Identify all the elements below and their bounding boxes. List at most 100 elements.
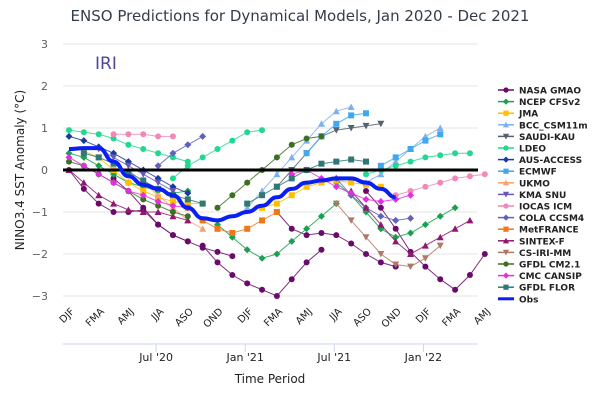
point-marker: [154, 198, 162, 205]
point-marker: [244, 225, 251, 232]
y-tick-label: 3: [41, 38, 48, 51]
legend-item: Obs: [498, 295, 538, 305]
point-marker: [303, 259, 310, 266]
point-marker: [80, 137, 88, 145]
point-marker: [259, 217, 266, 224]
point-marker: [436, 233, 444, 241]
observed-series: [68, 146, 396, 223]
point-marker: [466, 216, 474, 224]
point-marker: [169, 154, 176, 161]
point-marker: [348, 156, 355, 163]
point-marker: [377, 120, 385, 128]
forecast-line: [363, 188, 488, 293]
forecast-line: [154, 132, 207, 170]
point-marker: [502, 98, 510, 105]
forecast-path: [365, 127, 441, 184]
point-marker: [184, 213, 191, 220]
point-marker: [392, 162, 399, 169]
legend-item: BCC_CSM11m: [498, 121, 588, 131]
point-marker: [502, 121, 510, 128]
point-marker: [481, 251, 488, 257]
point-marker: [377, 259, 384, 266]
point-marker: [452, 175, 459, 182]
forecast-path: [335, 203, 441, 268]
point-marker: [407, 188, 414, 194]
point-marker: [392, 154, 399, 161]
point-marker: [332, 107, 340, 115]
point-marker: [169, 232, 176, 239]
point-marker: [363, 251, 369, 257]
forecast-line: [214, 200, 340, 262]
x-date-label: Jan '21: [225, 351, 263, 364]
point-marker: [139, 171, 147, 178]
point-marker: [244, 280, 251, 287]
forecast-line: [66, 127, 191, 165]
point-marker: [259, 204, 266, 211]
y-tick-label: 2: [41, 80, 48, 93]
point-marker: [110, 209, 117, 215]
point-marker: [318, 179, 325, 186]
point-marker: [502, 179, 510, 186]
point-marker: [155, 133, 162, 140]
point-marker: [288, 192, 295, 199]
point-marker: [303, 183, 310, 190]
point-marker: [244, 179, 251, 186]
point-marker: [303, 232, 310, 239]
point-marker: [437, 152, 444, 159]
point-marker: [229, 230, 236, 236]
point-marker: [140, 204, 147, 211]
point-marker: [110, 175, 117, 182]
point-marker: [259, 286, 266, 293]
point-marker: [348, 112, 355, 119]
y-tick-label: 0: [41, 164, 48, 177]
point-marker: [347, 217, 355, 224]
forecast-line: [362, 124, 444, 186]
point-marker: [392, 261, 400, 268]
legend-item: KMA SNU: [498, 191, 566, 201]
point-marker: [347, 189, 355, 197]
point-marker: [199, 225, 207, 232]
point-marker: [95, 191, 103, 199]
iri-annotation: IRI: [95, 54, 117, 74]
point-marker: [110, 135, 117, 142]
point-marker: [169, 149, 177, 157]
point-marker: [288, 237, 296, 245]
point-marker: [214, 248, 221, 255]
point-marker: [169, 175, 176, 182]
point-marker: [244, 129, 251, 136]
point-marker: [273, 293, 280, 299]
point-marker: [348, 179, 355, 186]
point-marker: [154, 208, 162, 215]
legend-label: CMC CANSIP: [519, 272, 582, 282]
point-marker: [110, 131, 117, 138]
point-marker: [333, 158, 340, 165]
point-marker: [407, 214, 415, 222]
point-marker: [421, 242, 429, 249]
point-marker: [184, 216, 192, 224]
point-marker: [392, 158, 400, 165]
point-marker: [140, 146, 147, 152]
legend-label: MetFRANCE: [519, 226, 579, 236]
point-marker: [407, 263, 415, 271]
point-marker: [124, 162, 132, 170]
point-marker: [333, 120, 340, 127]
point-marker: [437, 131, 444, 138]
point-marker: [273, 200, 280, 207]
y-tick-label: −3: [32, 290, 48, 303]
forecast-line: [214, 133, 325, 211]
point-marker: [155, 150, 162, 157]
point-marker: [110, 200, 118, 207]
point-marker: [363, 171, 369, 178]
point-marker: [155, 202, 162, 209]
forecast-path: [157, 135, 203, 167]
point-marker: [362, 204, 370, 211]
y-tick-label: −2: [32, 248, 48, 261]
legend-label: KMA SNU: [519, 191, 566, 201]
legend-item: AUS-ACCESS: [498, 156, 582, 166]
point-marker: [503, 226, 509, 232]
forecast-line: [110, 131, 176, 140]
forecast-line: [110, 175, 236, 260]
point-marker: [422, 183, 429, 190]
point-marker: [502, 214, 510, 221]
point-marker: [259, 192, 266, 199]
